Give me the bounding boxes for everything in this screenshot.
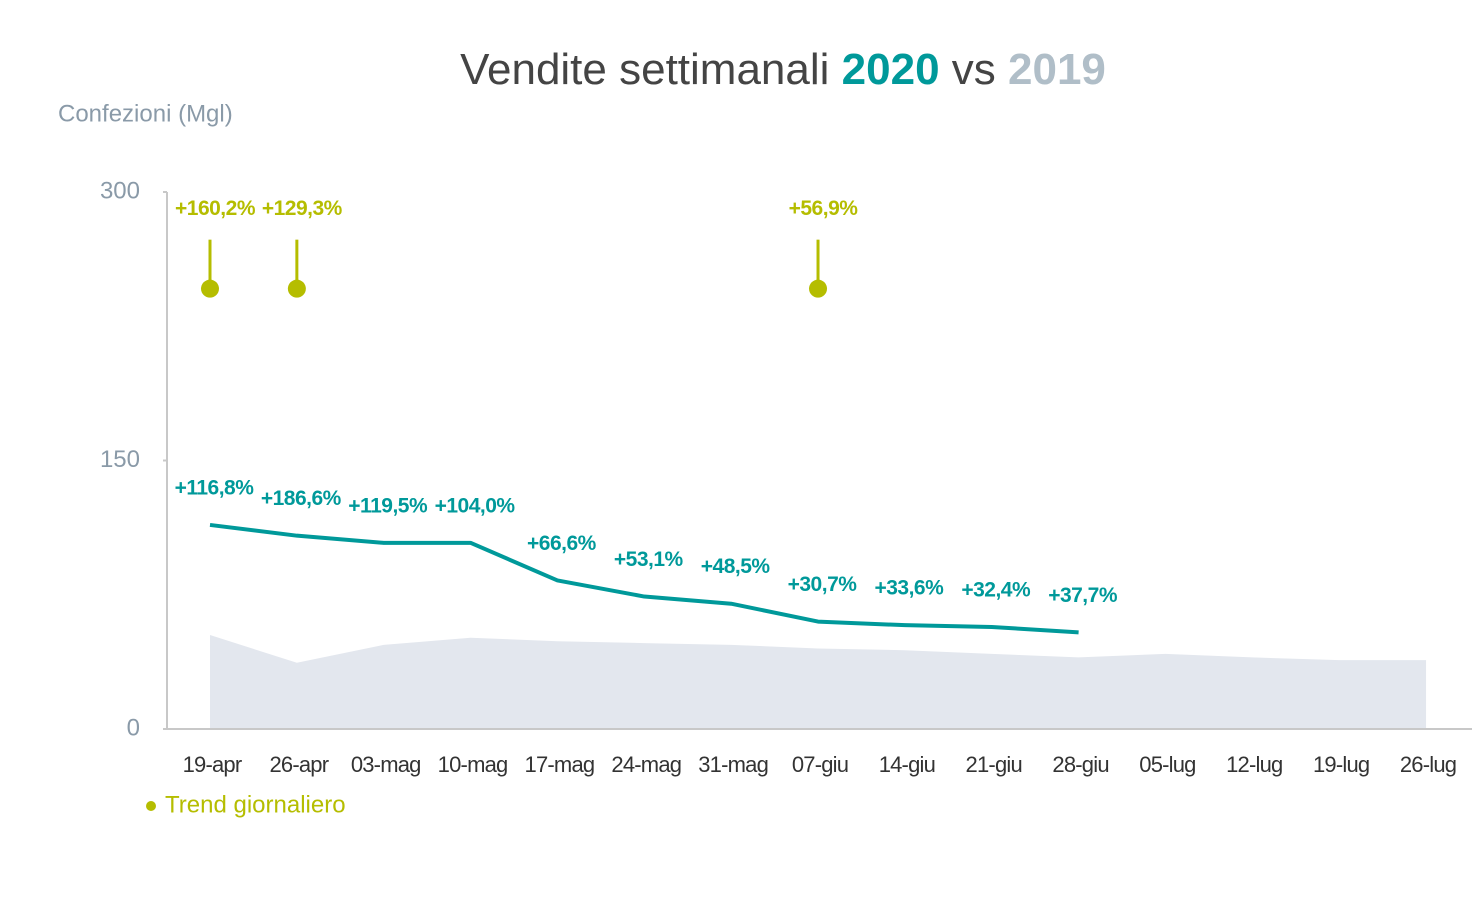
x-tick-label: 21-giu [966, 752, 1022, 777]
x-tick-label: 26-apr [269, 752, 328, 777]
title-text: Vendite settimanali [460, 45, 829, 94]
growth-label: +186,6% [261, 487, 342, 510]
title-text: vs [952, 45, 996, 94]
legend-dot [146, 801, 156, 811]
trend-label: +56,9% [789, 197, 859, 220]
growth-label: +48,5% [701, 555, 771, 578]
x-tick-label: 07-giu [792, 752, 848, 777]
y-axis-label: Confezioni (Mgl) [58, 100, 233, 127]
growth-label: +66,6% [527, 532, 597, 555]
x-tick-label: 31-mag [698, 752, 768, 777]
title-series-2019: 2019 [1008, 45, 1106, 94]
x-tick-label: 19-apr [183, 752, 242, 777]
x-tick-label: 03-mag [351, 752, 421, 777]
x-tick-label: 10-mag [438, 752, 508, 777]
y-tick-label: 0 [127, 714, 140, 741]
chart-title: Vendite settimanali 2020 vs 2019 [460, 45, 1106, 94]
title-series-2020: 2020 [842, 45, 940, 94]
x-tick-label: 05-lug [1139, 752, 1195, 777]
y-tick-label: 300 [100, 177, 140, 204]
growth-label: +104,0% [435, 494, 516, 517]
trend-label: +129,3% [262, 197, 343, 220]
x-tick-label: 17-mag [525, 752, 595, 777]
growth-label: +33,6% [874, 577, 944, 600]
y-tick-label: 150 [100, 446, 140, 473]
x-tick-label: 14-giu [879, 752, 935, 777]
line-2020 [209, 522, 1079, 635]
trend-dot [287, 279, 306, 298]
growth-label: +37,7% [1048, 584, 1118, 607]
growth-label: +119,5% [348, 494, 428, 517]
trend-label: +160,2% [175, 197, 256, 220]
growth-label: +30,7% [788, 573, 858, 596]
growth-label: +53,1% [614, 548, 684, 571]
growth-label: +32,4% [961, 579, 1031, 602]
x-tick-label: 19-lug [1313, 752, 1369, 777]
trend-dot [809, 279, 828, 298]
trend-dot [201, 279, 219, 298]
x-tick-label: 26-lug [1400, 752, 1456, 777]
growth-label: +116,8% [175, 476, 255, 499]
area-2019 [210, 635, 1427, 729]
legend-label: Trend giornaliero [165, 791, 346, 818]
x-tick-label: 28-giu [1052, 752, 1108, 777]
x-tick-label: 12-lug [1226, 752, 1282, 777]
x-tick-label: 24-mag [611, 752, 681, 777]
